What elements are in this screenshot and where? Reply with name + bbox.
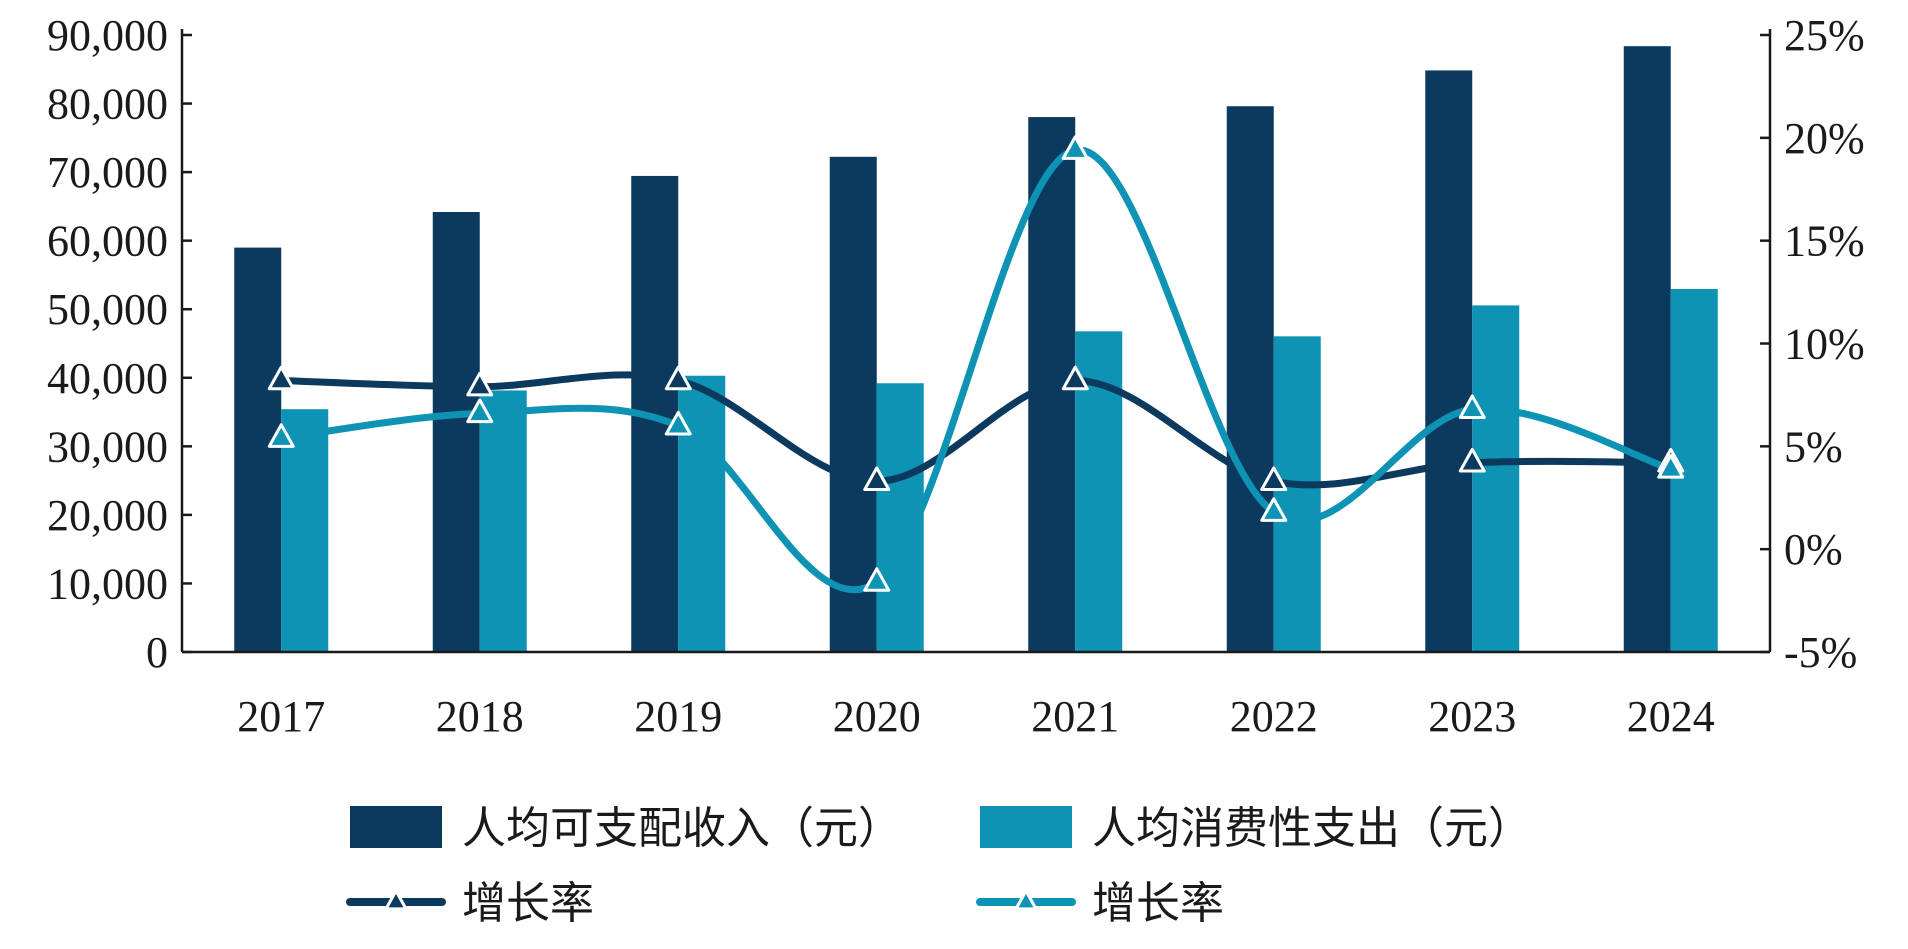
bar-expense-2022 [1273,336,1321,652]
marker-income-growth-2019 [664,365,692,391]
marker-expense-growth-2019 [664,410,692,436]
y-right-tick-label: -5% [1784,628,1857,677]
marker-income-growth-2021 [1061,365,1089,391]
y-left-tick-label: 30,000 [47,422,168,471]
y-left-tick-label: 90,000 [47,11,168,60]
y-right-tick-label: 5% [1784,422,1843,471]
bar-income-2024 [1623,46,1671,653]
marker-expense-growth-2017 [267,423,295,448]
y-left-tick-label: 60,000 [47,217,168,266]
bar-expense-2023 [1472,305,1520,652]
y-left-tick-label: 0 [146,628,168,677]
legend-label: 人均可支配收入（元） [462,803,902,854]
x-tick-label: 2019 [634,692,722,741]
y-left-tick-label: 20,000 [47,491,168,540]
bar-expense-2019 [678,375,726,652]
lines-layer [267,135,1685,594]
legend-swatch [980,806,1072,848]
legend-item-4: 增长率 [976,878,1224,929]
marker-expense-growth-2021 [1061,135,1089,160]
x-tick-label: 2021 [1031,692,1119,741]
bar-income-2022 [1226,106,1274,652]
legend-marker-icon [1014,889,1038,911]
legend-item-3: 增长率 [346,878,594,929]
x-tick-label: 2017 [237,692,325,741]
y-right-tick-label: 15% [1784,217,1865,266]
y-left-tick-label: 80,000 [47,80,168,129]
x-tick-label: 2024 [1627,692,1715,741]
y-left-tick-label: 40,000 [47,354,168,403]
legend-item-2: 人均消费性支出（元） [980,803,1532,854]
x-tick-label: 2023 [1428,692,1516,741]
marker-income-growth-2018 [466,371,494,397]
x-tick-label: 2020 [833,692,921,741]
y-right-tick-label: 20% [1784,114,1865,163]
marker-expense-growth-2018 [466,398,494,424]
legend-marker-icon [384,889,408,911]
marker-expense-growth-2024 [1657,454,1685,479]
marker-income-growth-2017 [267,365,295,391]
line-income-growth [277,371,1675,489]
legend-label: 人均消费性支出（元） [1092,803,1532,854]
x-tick-label: 2018 [436,692,524,741]
bar-income-2017 [234,247,282,652]
marker-income-growth-2020 [863,466,891,492]
y-left-tick-label: 10,000 [47,559,168,608]
line-expense-growth [277,146,1675,594]
y-left-tick-label: 50,000 [47,285,168,334]
y-right-tick-label: 25% [1784,11,1865,60]
y-right-tick-label: 10% [1784,320,1865,369]
legend-label: 增长率 [1092,878,1224,929]
legend-swatch [350,806,442,848]
bar-income-2023 [1425,70,1473,653]
y-left-tick-label: 70,000 [47,148,168,197]
bar-income-2018 [432,211,480,653]
marker-income-growth-2023 [1458,447,1486,473]
marker-income-growth-2022 [1260,466,1288,492]
bar-expense-2017 [281,409,329,652]
axes-layer: 0 10,000 20,000 30,000 40,000 50,000 60,000 70,… [47,11,1865,741]
marker-expense-growth-2023 [1458,394,1486,420]
legend: 人均可支配收入（元） 人均消费性支出（元） 增长率 增长率 [346,803,1532,929]
y-right-tick-label: 0% [1784,525,1843,574]
marker-expense-growth-2022 [1260,497,1288,522]
marker-expense-growth-2020 [863,567,891,592]
legend-label: 增长率 [462,878,594,929]
bar-expense-2018 [479,390,527,652]
legend-item-1: 人均可支配收入（元） [350,803,902,854]
bar-income-2020 [829,156,877,652]
x-tick-label: 2022 [1230,692,1318,741]
